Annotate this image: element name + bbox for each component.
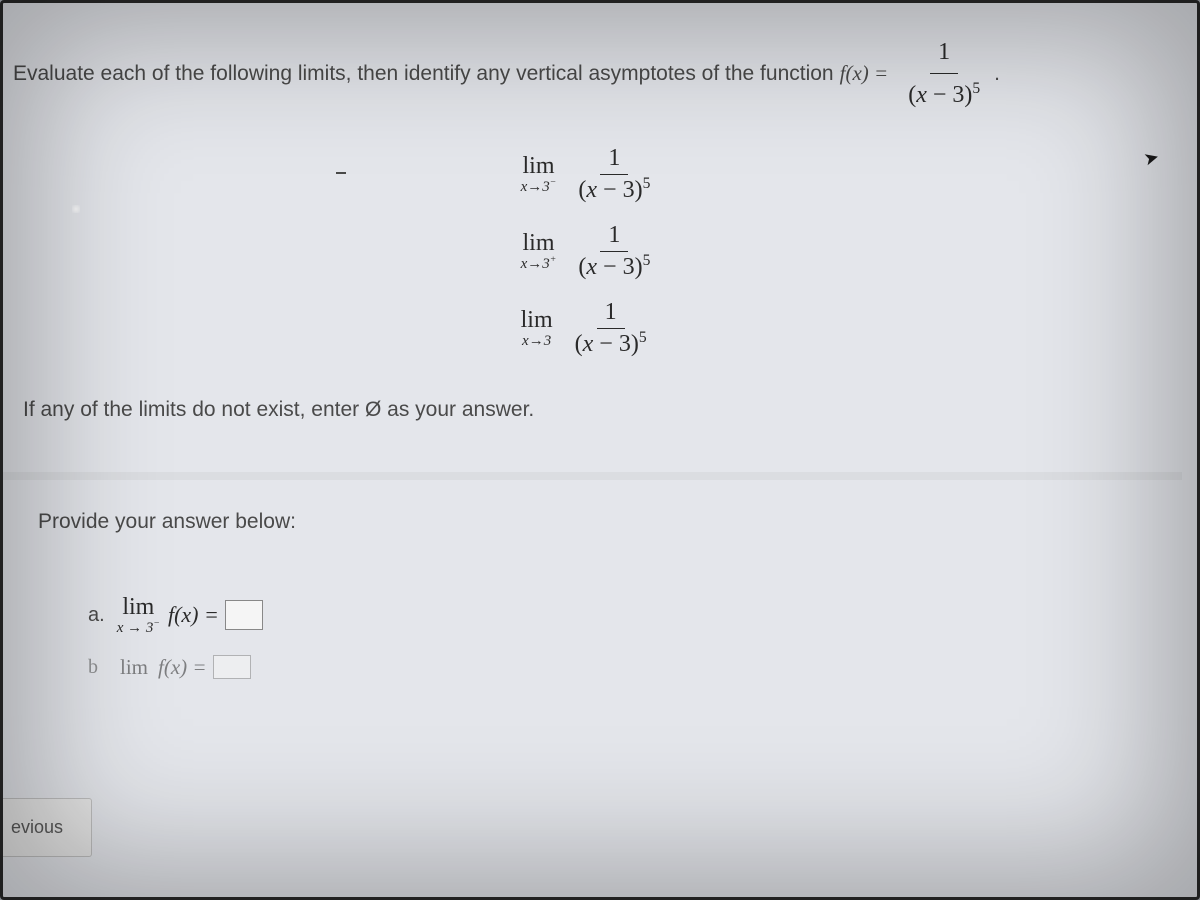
answer-input-a[interactable] [225, 600, 263, 630]
limit-num: 1 [597, 299, 625, 329]
limit-fraction: 1 (x − 3)5 [570, 145, 658, 204]
lim-word: lim [122, 594, 154, 620]
answer-item-b: b lim f(x) = [88, 655, 1172, 680]
nav-footer: evious [3, 798, 92, 857]
question-suffix: . [994, 57, 1000, 91]
instruction-text: If any of the limits do not exist, enter… [23, 398, 1172, 422]
lim-approach: x→3 [522, 333, 551, 350]
lim-word: lim [523, 153, 555, 179]
limit-den: (x − 3)5 [570, 252, 658, 281]
limit-row-right: lim x→3+ 1 (x − 3)5 [521, 222, 665, 281]
question-denominator: (x − 3)5 [900, 74, 988, 114]
question-prefix: Evaluate each of the following limits, t… [13, 57, 834, 91]
screen-frame: Evaluate each of the following limits, t… [0, 0, 1200, 900]
question-numerator: 1 [930, 33, 958, 74]
limit-row-left: lim x→3− 1 (x − 3)5 [521, 145, 665, 204]
limit-operator: lim x→3 [521, 307, 553, 350]
limit-num: 1 [600, 222, 628, 252]
lim-word: lim [523, 230, 555, 256]
limit-num: 1 [600, 145, 628, 175]
answer-prompt: Provide your answer below: [38, 510, 1172, 534]
answer-label-a: a. [88, 604, 105, 627]
previous-button[interactable]: evious [3, 798, 92, 857]
question-func-lhs: f(x) = [840, 57, 889, 91]
answer-lim-a: lim x → 3− [117, 594, 160, 637]
lim-word: lim [521, 307, 553, 333]
answers-block: a. lim x → 3− f(x) = b lim f(x) = [88, 594, 1172, 680]
limit-operator: lim x→3+ [521, 230, 557, 273]
lim-approach: x→3+ [521, 256, 557, 273]
limit-den: (x − 3)5 [570, 175, 658, 204]
lim-word-b: lim [120, 655, 148, 680]
question-fraction: 1 (x − 3)5 [900, 33, 988, 115]
answer-func-a: f(x) = [168, 602, 219, 628]
limit-operator: lim x→3− [521, 153, 557, 196]
content-area: Evaluate each of the following limits, t… [3, 3, 1197, 897]
answer-item-a: a. lim x → 3− f(x) = [88, 594, 1172, 637]
limits-block: lim x→3− 1 (x − 3)5 lim x→3+ 1 [13, 145, 1172, 358]
answer-func-b: f(x) = [158, 655, 207, 680]
limit-den: (x − 3)5 [567, 329, 655, 358]
question-text: Evaluate each of the following limits, t… [13, 33, 1172, 115]
limit-fraction: 1 (x − 3)5 [570, 222, 658, 281]
limit-fraction: 1 (x − 3)5 [567, 299, 655, 358]
answer-input-b[interactable] [213, 655, 251, 679]
answer-label-b: b [88, 656, 98, 679]
lim-approach: x→3− [521, 179, 557, 196]
limits-column: lim x→3− 1 (x − 3)5 lim x→3+ 1 [521, 145, 665, 358]
limit-row-two-sided: lim x→3 1 (x − 3)5 [521, 299, 665, 358]
lim-approach: x → 3− [117, 620, 160, 637]
section-divider [3, 472, 1182, 480]
